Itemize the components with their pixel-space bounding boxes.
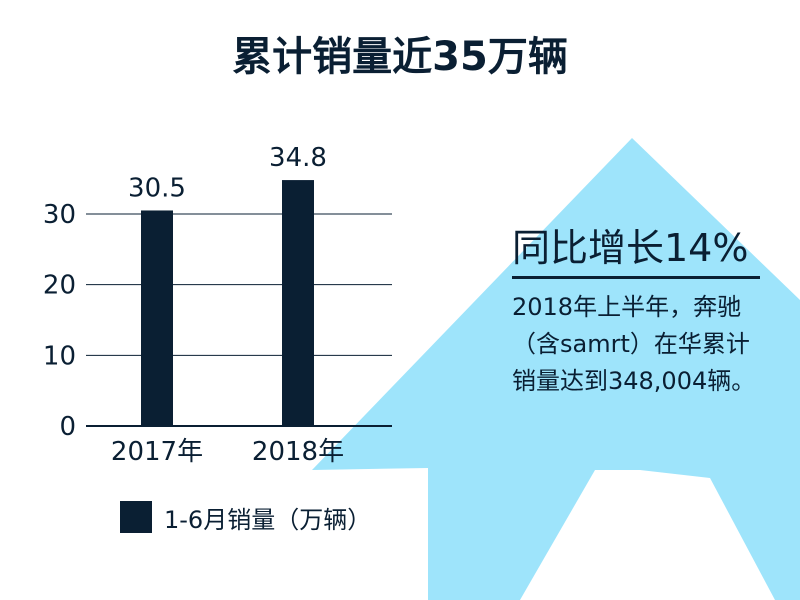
y-tick-label: 10 bbox=[43, 341, 76, 371]
bar bbox=[282, 180, 314, 426]
y-tick-label: 30 bbox=[43, 200, 76, 230]
legend-label: 1-6月销量（万辆） bbox=[164, 505, 372, 534]
bar bbox=[141, 210, 173, 426]
y-tick-label: 20 bbox=[43, 271, 76, 301]
callout-heading: 同比增长14% bbox=[512, 226, 749, 270]
y-tick-label: 0 bbox=[59, 412, 76, 442]
callout-divider bbox=[512, 276, 760, 279]
x-tick-label: 2017年 bbox=[111, 437, 203, 467]
grid-lines bbox=[86, 213, 392, 427]
labels: 0 10 20 30 30.5 2017年 34.8 2018年 bbox=[43, 143, 344, 467]
growth-callout: 同比增长14% 2018年上半年，奔驰（含samrt）在华累计销量达到348,0… bbox=[512, 222, 772, 400]
legend-swatch bbox=[120, 501, 152, 533]
arrow-notch bbox=[520, 470, 775, 600]
data-label: 34.8 bbox=[269, 143, 327, 173]
data-label: 30.5 bbox=[128, 173, 186, 203]
x-tick-label: 2018年 bbox=[252, 437, 344, 467]
callout-body: 2018年上半年，奔驰（含samrt）在华累计销量达到348,004辆。 bbox=[512, 293, 756, 395]
legend: 1-6月销量（万辆） bbox=[120, 500, 371, 534]
bars bbox=[141, 180, 314, 426]
page-title: 累计销量近35万辆 bbox=[232, 34, 568, 80]
